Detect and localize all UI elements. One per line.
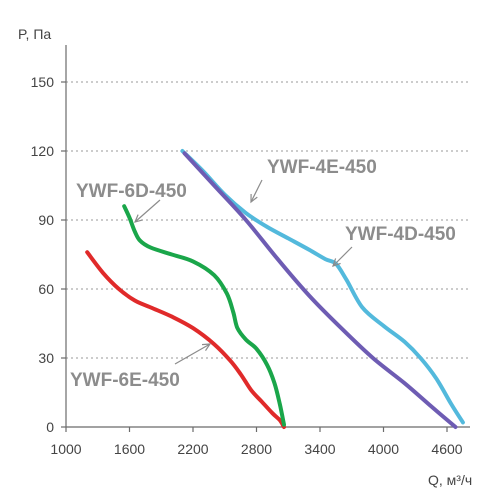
- x-axis-label: Q, м³/ч: [428, 472, 472, 488]
- annotation-arrow-ywf-4d-450: [332, 246, 353, 267]
- x-tick-label: 2800: [241, 441, 272, 457]
- annotation-ywf-4d-450: YWF-4D-450: [345, 224, 456, 245]
- x-tick-label: 4000: [368, 441, 399, 457]
- x-tick-label: 2200: [177, 441, 208, 457]
- annotation-arrowhead-ywf-4d-450: [332, 258, 341, 267]
- annotation-arrow-ywf-4e-450: [250, 179, 263, 203]
- annotation-arrow-ywf-6d-450: [134, 199, 161, 223]
- annotation-arrowhead-ywf-6d-450: [133, 214, 143, 223]
- annotation-arrow-ywf-6e-450: [174, 343, 211, 365]
- tick-layer: 0 30 60 90 120 150 1000 1600 2200 2800 3400 4000 460…: [31, 74, 463, 457]
- y-tick-label: 0: [46, 419, 54, 435]
- y-tick-label: 60: [38, 281, 54, 297]
- x-tick-label: 3400: [304, 441, 335, 457]
- annotation-ywf-6e-450: YWF-6E-450: [70, 370, 180, 391]
- annotation-ywf-4e-450: YWF-4E-450: [267, 157, 377, 178]
- annotation-layer: YWF-4E-450 YWF-6D-450 YWF-4D-450 YWF-6E-450: [70, 157, 456, 391]
- annotation-ywf-6d-450: YWF-6D-450: [76, 181, 187, 202]
- annotation-arrowhead-ywf-6e-450: [201, 343, 212, 351]
- axis-layer: [65, 45, 470, 428]
- x-tick-label: 1600: [114, 441, 145, 457]
- y-tick-label: 150: [31, 74, 55, 90]
- series-line-ywf-4e-450: [182, 151, 458, 429]
- x-tick-label: 4600: [431, 441, 462, 457]
- grid-layer: [66, 81, 470, 359]
- series-line-ywf-6d-450: [122, 204, 286, 427]
- x-tick-label: 1000: [50, 441, 81, 457]
- y-axis-label: P, Па: [18, 26, 51, 42]
- y-tick-label: 90: [38, 212, 54, 228]
- annotation-arrowhead-ywf-4e-450: [250, 193, 258, 204]
- y-tick-label: 120: [31, 143, 55, 159]
- y-tick-label: 30: [38, 350, 54, 366]
- series-line-ywf-6e-450: [85, 250, 286, 429]
